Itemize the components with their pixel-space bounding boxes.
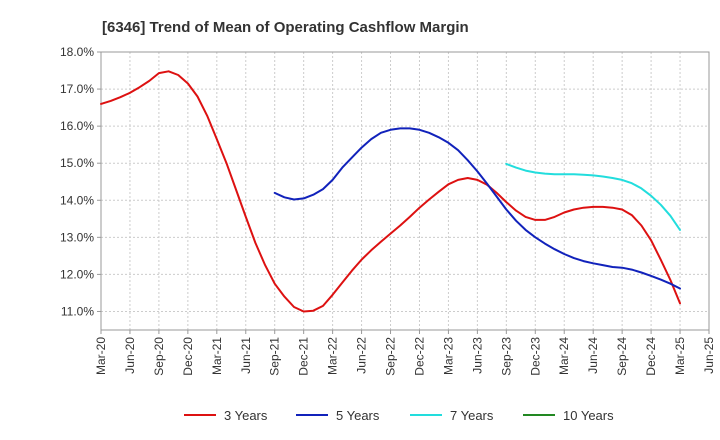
y-tick-label: 11.0% — [61, 304, 94, 318]
x-tick-label: Mar-24 — [557, 337, 571, 375]
y-tick-label: 18.0% — [60, 45, 94, 59]
legend-label-3-years: 3 Years — [224, 408, 268, 423]
x-tick-label: Sep-24 — [615, 337, 629, 376]
series-line-7-years — [505, 162, 681, 231]
x-axis: Mar-20 Jun-20 Sep-20 Dec-20 Mar-21 Jun-21 Sep-… — [94, 330, 716, 376]
legend-label-7-years: 7 Years — [450, 408, 494, 423]
x-tick-label: Sep-22 — [384, 337, 398, 376]
x-tick-label: Dec-22 — [412, 337, 426, 376]
x-tick-label: Mar-25 — [673, 337, 687, 375]
x-tick-label: Mar-23 — [441, 337, 455, 375]
plot-frame — [100, 51, 710, 331]
series-lines — [100, 70, 681, 313]
y-tick-label: 12.0% — [60, 267, 94, 281]
x-tick-label: Jun-25 — [702, 337, 716, 374]
x-tick-label: Dec-24 — [644, 337, 658, 376]
chart-title: [6346] Trend of Mean of Operating Cashfl… — [102, 19, 469, 36]
y-tick-label: 15.0% — [60, 156, 94, 170]
y-tick-label: 16.0% — [60, 119, 94, 133]
x-tick-label: Dec-21 — [297, 337, 311, 376]
x-tick-label: Jun-21 — [239, 337, 253, 374]
y-axis: 11.0% 12.0% 13.0% 14.0% 15.0% 16.0% 17.0% 18.0% — [60, 45, 101, 318]
legend-label-5-years: 5 Years — [336, 408, 380, 423]
x-tick-label: Jun-23 — [470, 337, 484, 374]
y-tick-label: 14.0% — [60, 193, 94, 207]
y-tick-label: 17.0% — [60, 82, 94, 96]
x-tick-label: Mar-20 — [94, 337, 108, 375]
legend: 3 Years 5 Years 7 Years 10 Years — [184, 408, 614, 423]
x-tick-label: Jun-20 — [123, 337, 137, 374]
y-tick-label: 13.0% — [60, 230, 94, 244]
x-tick-label: Sep-20 — [152, 337, 166, 376]
grid — [100, 51, 710, 330]
x-tick-label: Mar-21 — [210, 337, 224, 375]
series-line-3-years — [100, 70, 681, 313]
x-tick-label: Jun-24 — [586, 337, 600, 374]
x-tick-label: Jun-22 — [355, 337, 369, 374]
x-tick-label: Dec-20 — [181, 337, 195, 376]
series-line-5-years — [273, 127, 681, 290]
x-tick-label: Sep-21 — [268, 337, 282, 376]
x-tick-label: Dec-23 — [528, 337, 542, 376]
legend-label-10-years: 10 Years — [563, 408, 614, 423]
x-tick-label: Sep-23 — [499, 337, 513, 376]
x-tick-label: Mar-22 — [326, 337, 340, 375]
